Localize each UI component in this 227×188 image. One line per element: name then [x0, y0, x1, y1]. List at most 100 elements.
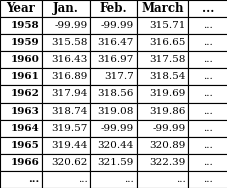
Bar — [0, 0, 42, 17]
Text: 318.74: 318.74 — [51, 107, 87, 116]
Bar — [90, 51, 136, 68]
Bar — [90, 137, 136, 154]
Bar — [0, 102, 42, 120]
Text: ...: ... — [175, 175, 185, 184]
Bar — [136, 137, 187, 154]
Bar — [90, 154, 136, 171]
Text: 320.89: 320.89 — [148, 141, 185, 150]
Text: -99.99: -99.99 — [151, 124, 185, 133]
Bar — [42, 137, 90, 154]
Text: ...: ... — [201, 2, 213, 15]
Bar — [0, 51, 42, 68]
Text: 321.59: 321.59 — [97, 158, 133, 167]
Bar — [136, 0, 187, 17]
Text: 316.89: 316.89 — [51, 72, 87, 81]
Bar — [42, 102, 90, 120]
Text: 319.08: 319.08 — [97, 107, 133, 116]
Bar — [42, 17, 90, 34]
Bar — [42, 34, 90, 51]
Text: 317.7: 317.7 — [104, 72, 133, 81]
Bar — [0, 120, 42, 137]
Bar — [187, 34, 227, 51]
Text: 315.58: 315.58 — [51, 38, 87, 47]
Text: 319.69: 319.69 — [148, 89, 185, 99]
Bar — [42, 154, 90, 171]
Text: ...: ... — [124, 175, 133, 184]
Text: -99.99: -99.99 — [100, 124, 133, 133]
Bar — [136, 154, 187, 171]
Bar — [187, 137, 227, 154]
Bar — [187, 17, 227, 34]
Text: 320.62: 320.62 — [51, 158, 87, 167]
Bar — [136, 51, 187, 68]
Text: 320.44: 320.44 — [97, 141, 133, 150]
Text: 316.47: 316.47 — [97, 38, 133, 47]
Bar — [187, 171, 227, 188]
Text: ...: ... — [202, 72, 212, 81]
Text: Feb.: Feb. — [99, 2, 127, 15]
Text: ...: ... — [202, 107, 212, 116]
Bar — [187, 51, 227, 68]
Bar — [0, 86, 42, 102]
Text: ...: ... — [77, 175, 87, 184]
Bar — [187, 86, 227, 102]
Bar — [0, 137, 42, 154]
Bar — [90, 120, 136, 137]
Bar — [42, 68, 90, 86]
Text: 317.58: 317.58 — [148, 55, 185, 64]
Bar — [136, 68, 187, 86]
Text: ...: ... — [202, 124, 212, 133]
Text: 1962: 1962 — [10, 89, 39, 99]
Text: ...: ... — [202, 38, 212, 47]
Text: 1958: 1958 — [11, 21, 39, 30]
Bar — [0, 68, 42, 86]
Bar — [42, 171, 90, 188]
Text: -99.99: -99.99 — [100, 21, 133, 30]
Text: March: March — [141, 2, 183, 15]
Bar — [90, 17, 136, 34]
Text: 316.43: 316.43 — [51, 55, 87, 64]
Bar — [136, 171, 187, 188]
Bar — [136, 102, 187, 120]
Bar — [0, 154, 42, 171]
Text: 318.56: 318.56 — [97, 89, 133, 99]
Bar — [187, 120, 227, 137]
Text: 1965: 1965 — [11, 141, 39, 150]
Text: ...: ... — [202, 89, 212, 99]
Text: 318.54: 318.54 — [148, 72, 185, 81]
Bar — [42, 86, 90, 102]
Text: 1961: 1961 — [10, 72, 39, 81]
Bar — [187, 0, 227, 17]
Bar — [187, 154, 227, 171]
Text: Year: Year — [7, 2, 35, 15]
Bar — [90, 171, 136, 188]
Text: ...: ... — [202, 141, 212, 150]
Bar — [187, 102, 227, 120]
Text: 322.39: 322.39 — [148, 158, 185, 167]
Bar — [0, 34, 42, 51]
Bar — [90, 34, 136, 51]
Text: 1959: 1959 — [11, 38, 39, 47]
Bar — [90, 102, 136, 120]
Text: 316.97: 316.97 — [97, 55, 133, 64]
Bar — [90, 68, 136, 86]
Text: 315.71: 315.71 — [148, 21, 185, 30]
Bar — [136, 86, 187, 102]
Text: 1960: 1960 — [10, 55, 39, 64]
Text: 319.86: 319.86 — [148, 107, 185, 116]
Text: 316.65: 316.65 — [148, 38, 185, 47]
Text: ...: ... — [202, 175, 212, 184]
Bar — [0, 171, 42, 188]
Bar — [42, 120, 90, 137]
Text: ...: ... — [202, 55, 212, 64]
Text: 317.94: 317.94 — [51, 89, 87, 99]
Text: Jan.: Jan. — [53, 2, 79, 15]
Text: 1966: 1966 — [10, 158, 39, 167]
Bar — [42, 51, 90, 68]
Text: ...: ... — [202, 21, 212, 30]
Text: 319.44: 319.44 — [51, 141, 87, 150]
Text: 319.57: 319.57 — [51, 124, 87, 133]
Bar — [187, 68, 227, 86]
Bar — [136, 120, 187, 137]
Text: ...: ... — [28, 175, 39, 184]
